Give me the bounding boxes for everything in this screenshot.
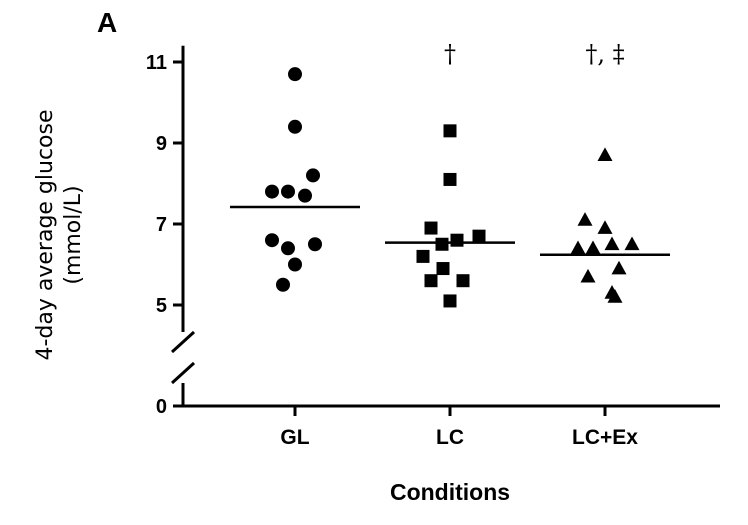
point-LC+Ex-3	[624, 236, 640, 251]
y-tick-label-0: 0	[156, 396, 167, 418]
point-GL-10	[276, 277, 290, 292]
data-points	[265, 67, 640, 308]
point-GL-0	[288, 67, 302, 82]
point-GL-1	[288, 119, 302, 134]
y-tick-label-7: 7	[156, 214, 167, 236]
point-GL-3	[265, 184, 279, 199]
x-ticks: GL LC LC+Ex	[280, 406, 638, 449]
x-tick-label-0: GL	[280, 426, 309, 449]
point-LC-8	[424, 274, 438, 288]
axes	[170, 45, 720, 408]
point-GL-5	[298, 188, 312, 203]
point-LC-2	[424, 221, 438, 235]
point-GL-6	[265, 233, 279, 248]
y-axis-title-line2: (mmol/L)	[61, 185, 86, 284]
y-tick-label-5: 5	[156, 295, 167, 317]
point-LC+Ex-6	[570, 240, 586, 255]
point-LC-3	[472, 229, 486, 243]
y-tick-label-9: 9	[156, 133, 167, 155]
point-LC+Ex-2	[597, 220, 613, 234]
x-axis-title: Conditions	[390, 479, 510, 505]
point-LC-5	[435, 237, 449, 251]
panel-label: A	[97, 7, 117, 38]
y-axis-title-line1: 4-day average glucose	[33, 109, 58, 360]
annotation-LC: †	[444, 40, 456, 68]
axis-break-mark-lower	[170, 361, 196, 385]
point-LC+Ex-7	[611, 260, 627, 275]
y-tick-label-11: 11	[146, 52, 167, 74]
y-axis-title: 4-day average glucose (mmol/L)	[33, 109, 86, 360]
point-LC+Ex-10	[607, 289, 623, 303]
point-LC-1	[443, 172, 457, 186]
point-LC+Ex-0	[597, 147, 613, 161]
x-tick-label-2: LC+Ex	[572, 426, 638, 449]
point-GL-7	[308, 237, 322, 252]
point-LC+Ex-8	[580, 268, 596, 283]
point-LC-0	[443, 124, 457, 138]
point-LC-7	[436, 262, 450, 276]
point-LC-6	[416, 249, 430, 263]
y-ticks: 0 5 7 9 11	[146, 52, 183, 418]
point-GL-8	[281, 241, 295, 256]
point-LC-9	[456, 274, 470, 288]
point-LC+Ex-4	[604, 236, 620, 251]
mean-lines	[230, 205, 670, 257]
point-LC-4	[450, 233, 464, 247]
annotation-LC+Ex: †, ‡	[585, 40, 624, 68]
x-tick-label-1: LC	[436, 426, 464, 449]
point-GL-4	[281, 184, 295, 199]
point-GL-2	[306, 168, 320, 183]
significance-annotations: † †, ‡	[444, 40, 625, 68]
axis-break-mark-upper	[170, 330, 196, 354]
point-LC-10	[443, 294, 457, 308]
point-LC+Ex-5	[585, 240, 601, 255]
point-LC+Ex-1	[577, 212, 593, 226]
point-GL-9	[288, 257, 302, 272]
